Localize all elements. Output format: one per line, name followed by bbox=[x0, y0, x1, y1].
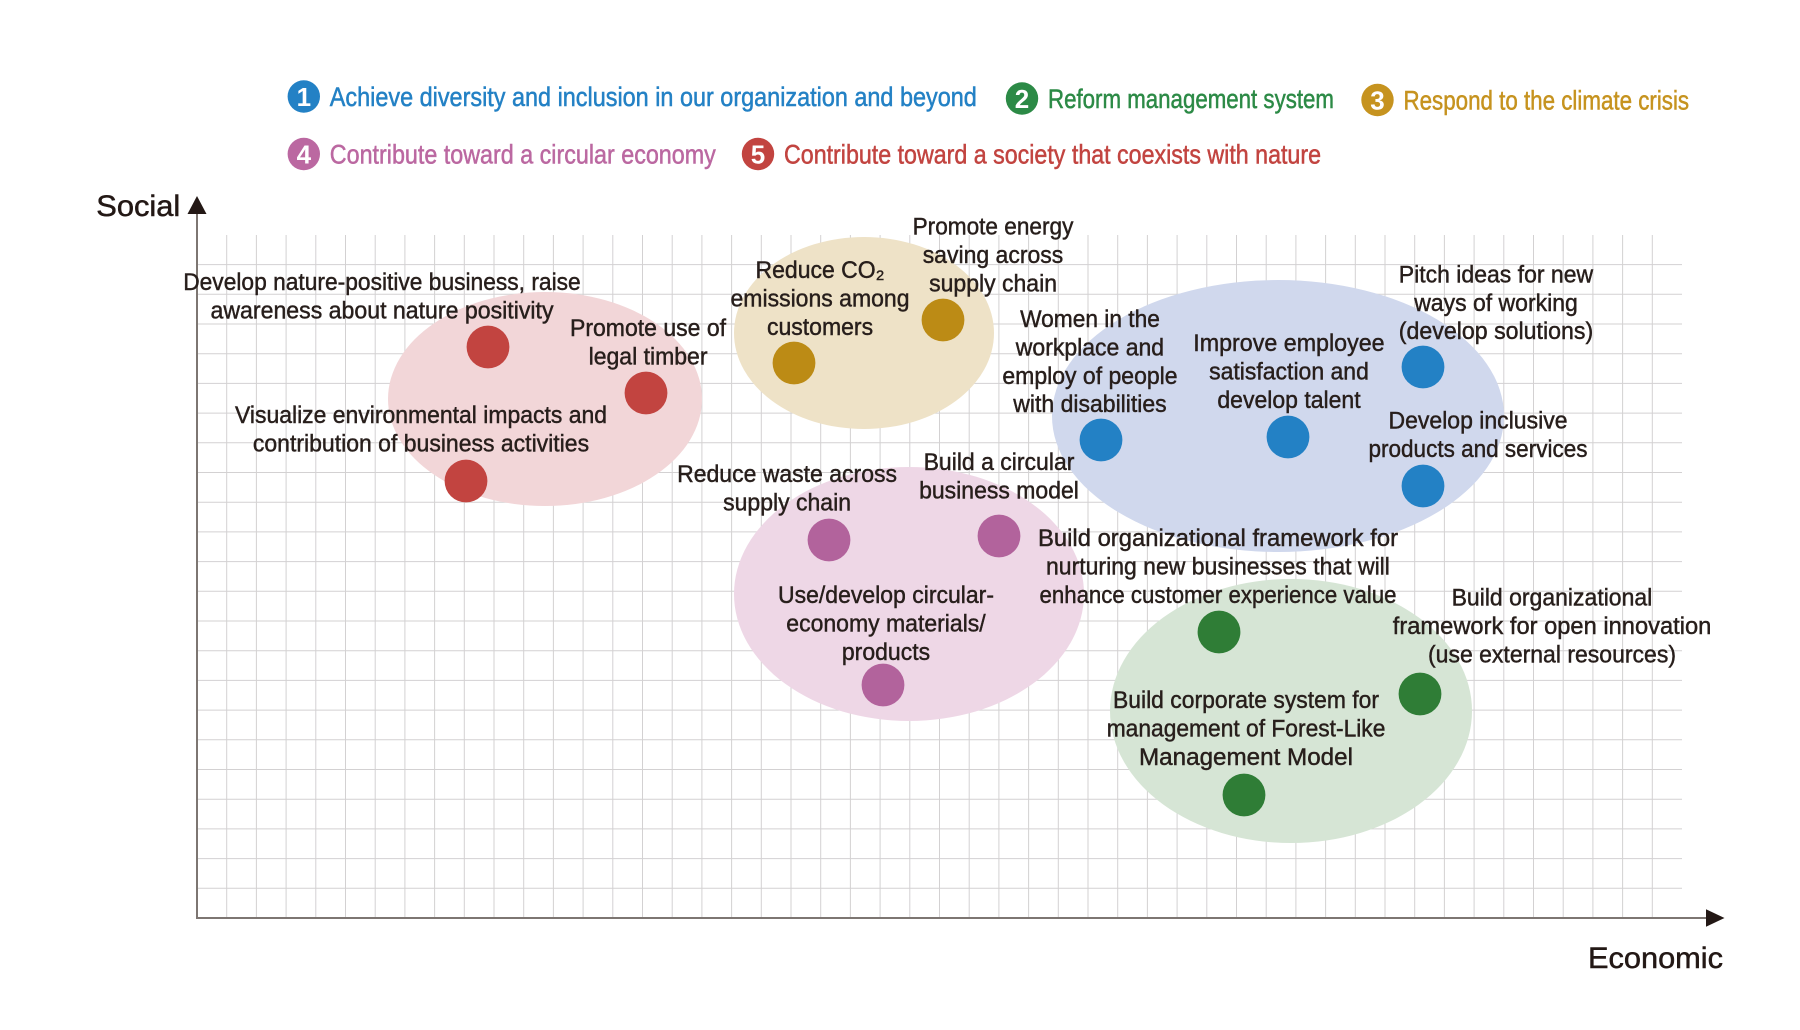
svg-text:(develop solutions): (develop solutions) bbox=[1399, 318, 1593, 345]
svg-text:3: 3 bbox=[1370, 85, 1384, 115]
svg-text:Develop inclusive: Develop inclusive bbox=[1389, 408, 1568, 435]
svg-text:Reduce waste across: Reduce waste across bbox=[677, 461, 897, 488]
svg-text:products: products bbox=[842, 639, 930, 666]
svg-text:saving across: saving across bbox=[923, 242, 1064, 269]
svg-text:2: 2 bbox=[1015, 84, 1029, 114]
svg-text:5: 5 bbox=[751, 139, 765, 169]
svg-text:Achieve diversity and inclusio: Achieve diversity and inclusion in our o… bbox=[330, 82, 977, 112]
svg-text:enhance customer experience va: enhance customer experience value bbox=[1040, 582, 1397, 609]
svg-text:Reduce CO₂: Reduce CO₂ bbox=[756, 257, 885, 284]
svg-text:Contribute toward a circular e: Contribute toward a circular economy bbox=[330, 140, 717, 170]
svg-text:Reform management system: Reform management system bbox=[1048, 84, 1334, 114]
svg-text:Promote energy: Promote energy bbox=[913, 214, 1074, 241]
svg-text:Pitch ideas for new: Pitch ideas for new bbox=[1399, 261, 1594, 288]
svg-text:workplace and: workplace and bbox=[1015, 334, 1164, 361]
svg-text:economy materials/: economy materials/ bbox=[786, 610, 986, 637]
svg-text:1: 1 bbox=[297, 82, 311, 112]
svg-text:with disabilities: with disabilities bbox=[1012, 391, 1166, 418]
svg-text:employ of people: employ of people bbox=[1002, 363, 1177, 390]
svg-text:Contribute toward a society th: Contribute toward a society that coexist… bbox=[784, 140, 1321, 170]
svg-text:Women in the: Women in the bbox=[1020, 306, 1160, 333]
svg-text:Build organizational framework: Build organizational framework for bbox=[1038, 525, 1398, 552]
svg-text:Respond to the climate crisis: Respond to the climate crisis bbox=[1404, 86, 1690, 116]
svg-text:develop talent: develop talent bbox=[1217, 387, 1361, 414]
svg-text:products and services: products and services bbox=[1369, 436, 1588, 463]
svg-text:legal timber: legal timber bbox=[589, 343, 708, 370]
svg-text:Build corporate system for: Build corporate system for bbox=[1113, 687, 1379, 714]
svg-text:Improve employee: Improve employee bbox=[1193, 330, 1384, 357]
svg-text:4: 4 bbox=[297, 139, 312, 169]
svg-text:awareness about nature positiv: awareness about nature positivity bbox=[211, 297, 554, 324]
svg-text:supply chain: supply chain bbox=[723, 489, 851, 516]
svg-text:Develop nature-positive busine: Develop nature-positive business, raise bbox=[183, 269, 581, 296]
svg-text:(use external resources): (use external resources) bbox=[1428, 641, 1676, 668]
svg-text:Build organizational: Build organizational bbox=[1452, 585, 1653, 612]
svg-text:business model: business model bbox=[919, 477, 1079, 504]
svg-text:Promote use of: Promote use of bbox=[570, 315, 726, 342]
svg-text:Social: Social bbox=[96, 190, 180, 223]
svg-text:customers: customers bbox=[767, 314, 873, 341]
svg-text:ways of working: ways of working bbox=[1413, 290, 1578, 317]
svg-text:Use/develop circular-: Use/develop circular- bbox=[778, 582, 994, 609]
svg-text:contribution of business activ: contribution of business activities bbox=[253, 430, 589, 457]
svg-text:framework for open innovation: framework for open innovation bbox=[1393, 613, 1712, 640]
svg-text:nurturing new businesses that: nurturing new businesses that will bbox=[1046, 553, 1390, 580]
svg-text:satisfaction and: satisfaction and bbox=[1209, 358, 1369, 385]
svg-text:emissions among: emissions among bbox=[731, 285, 910, 312]
svg-text:supply chain: supply chain bbox=[929, 270, 1057, 297]
svg-text:Management Model: Management Model bbox=[1139, 744, 1353, 771]
svg-text:Visualize environmental impact: Visualize environmental impacts and bbox=[235, 402, 607, 429]
svg-text:Economic: Economic bbox=[1588, 942, 1723, 975]
svg-text:Build a circular: Build a circular bbox=[924, 449, 1075, 476]
svg-text:management of Forest-Like: management of Forest-Like bbox=[1107, 715, 1386, 742]
